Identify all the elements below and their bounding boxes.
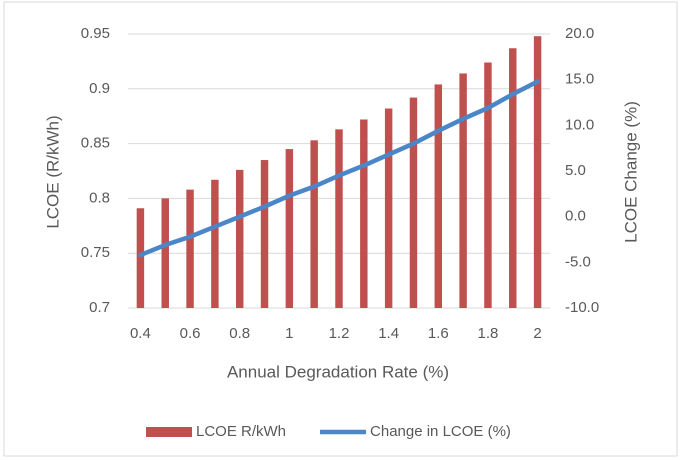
bar: [335, 129, 343, 308]
y2-tick-label: 10.0: [565, 116, 594, 133]
x-axis-title: Annual Degradation Rate (%): [227, 362, 449, 381]
bar: [360, 119, 368, 308]
x-tick-label: 0.8: [229, 325, 250, 342]
legend-swatch: [146, 427, 192, 437]
x-tick-label: 0.6: [180, 325, 201, 342]
bar: [211, 179, 219, 308]
bar: [136, 208, 145, 308]
y-tick-label: 0.7: [89, 299, 110, 316]
y-axis-title: LCOE (R/kWh): [43, 115, 62, 228]
bar: [235, 169, 244, 308]
bar: [310, 140, 318, 308]
y2-tick-label: -10.0: [565, 299, 599, 316]
y-tick-label: 0.8: [89, 189, 110, 206]
bar: [533, 36, 542, 308]
x-tick-label: 1.4: [378, 325, 399, 342]
x-tick-label: 1.8: [478, 325, 499, 342]
x-tick-label: 1: [285, 325, 293, 342]
y2-tick-label: 15.0: [565, 71, 594, 88]
bar: [161, 198, 169, 308]
y-tick-label: 0.85: [81, 135, 110, 152]
bar: [384, 108, 393, 308]
y-tick-label: 0.75: [81, 244, 110, 261]
legend-label: LCOE R/kWh: [196, 423, 286, 440]
bar: [409, 97, 418, 309]
bar: [434, 84, 443, 308]
line: [138, 79, 540, 258]
y2-tick-label: 0.0: [565, 208, 586, 225]
y2-tick-label: -5.0: [565, 253, 591, 270]
y2-axis-title: LCOE Change (%): [621, 101, 640, 243]
bar: [509, 48, 517, 309]
x-tick-label: 2: [533, 325, 541, 342]
legend-label: Change in LCOE (%): [370, 423, 511, 440]
x-tick-label: 1.6: [428, 325, 449, 342]
bar: [260, 160, 269, 308]
bar: [285, 149, 294, 308]
y2-tick-label: 5.0: [565, 162, 586, 179]
bar: [186, 189, 194, 308]
bar: [484, 62, 492, 308]
y2-tick-label: 20.0: [565, 25, 594, 42]
y-tick-label: 0.95: [81, 25, 110, 42]
x-tick-label: 0.4: [130, 325, 151, 342]
y-tick-label: 0.9: [89, 80, 110, 97]
x-tick-label: 1.2: [329, 325, 350, 342]
bar: [459, 73, 467, 309]
